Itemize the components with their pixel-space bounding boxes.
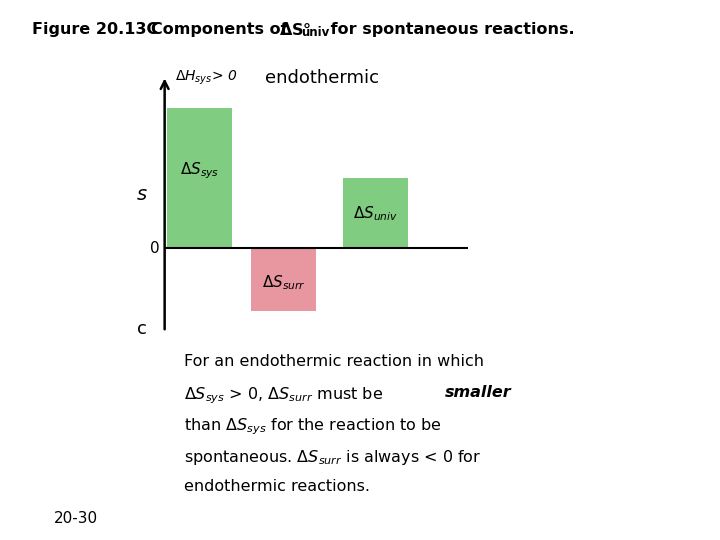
Text: univ: univ (301, 26, 329, 39)
Text: smaller: smaller (445, 385, 512, 400)
Text: $s$: $s$ (136, 185, 148, 204)
Text: For an endothermic reaction in which: For an endothermic reaction in which (184, 354, 484, 369)
Bar (251, 248, 316, 310)
Text: endothermic: endothermic (265, 69, 379, 87)
Bar (166, 108, 232, 248)
Text: $\Delta H_{sys}$> 0: $\Delta H_{sys}$> 0 (175, 69, 237, 87)
Polygon shape (17, 505, 36, 529)
Text: $\Delta S_{sys}$: $\Delta S_{sys}$ (179, 161, 219, 181)
Text: $\Delta S_{univ}$: $\Delta S_{univ}$ (354, 204, 398, 222)
Text: $\Delta S_{surr}$: $\Delta S_{surr}$ (262, 273, 305, 292)
Text: $\mathbf{\Delta S°}$: $\mathbf{\Delta S°}$ (279, 22, 312, 38)
Text: 0: 0 (150, 241, 159, 256)
Polygon shape (684, 505, 703, 529)
Text: than $\Delta S_{sys}$ for the reaction to be: than $\Delta S_{sys}$ for the reaction t… (184, 416, 441, 437)
Text: Components of: Components of (151, 22, 294, 37)
Text: spontaneous. $\Delta S_{surr}$ is always < 0 for: spontaneous. $\Delta S_{surr}$ is always… (184, 448, 481, 467)
Text: c: c (137, 320, 147, 339)
Text: $\Delta S_{sys}$ > 0, $\Delta S_{surr}$ must be: $\Delta S_{sys}$ > 0, $\Delta S_{surr}$ … (184, 385, 384, 406)
Text: 20-30: 20-30 (54, 511, 98, 526)
Text: for spontaneous reactions.: for spontaneous reactions. (325, 22, 575, 37)
Bar (343, 178, 408, 248)
Text: Figure 20.13C: Figure 20.13C (32, 22, 158, 37)
Text: endothermic reactions.: endothermic reactions. (184, 479, 369, 494)
